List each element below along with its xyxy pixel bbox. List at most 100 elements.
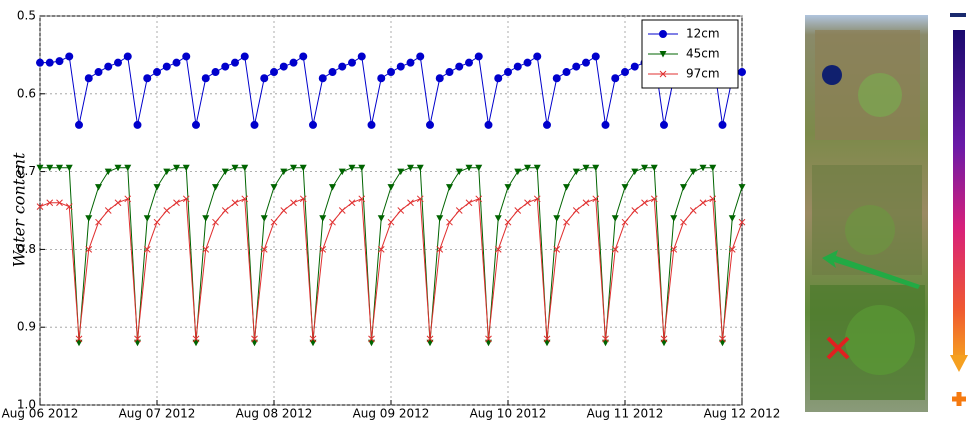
point <box>572 62 581 71</box>
point <box>631 168 639 176</box>
point <box>660 339 668 347</box>
point <box>407 199 414 207</box>
point <box>484 120 493 129</box>
point <box>446 184 453 191</box>
point <box>455 207 463 214</box>
point <box>728 215 736 222</box>
point <box>582 199 590 207</box>
point <box>241 195 249 203</box>
point <box>455 62 464 71</box>
point <box>621 68 629 77</box>
point <box>368 335 375 343</box>
point <box>738 218 746 226</box>
point <box>65 164 73 172</box>
point <box>221 207 229 214</box>
point <box>719 335 726 343</box>
point <box>182 52 191 61</box>
point <box>231 199 239 207</box>
point <box>407 164 414 172</box>
point <box>153 68 161 77</box>
point <box>533 52 542 61</box>
y-tick-label: 0.9 <box>17 320 36 334</box>
point <box>416 195 424 203</box>
point <box>279 62 288 71</box>
point <box>290 164 297 172</box>
point <box>474 52 483 61</box>
point <box>123 52 132 61</box>
y-tick-label: 0.5 <box>17 9 36 23</box>
point <box>582 58 590 67</box>
point <box>55 57 64 66</box>
point <box>56 199 63 207</box>
point <box>524 199 531 207</box>
point <box>436 215 444 222</box>
point <box>143 74 152 83</box>
point <box>485 335 492 343</box>
point <box>552 74 561 83</box>
y-tick-label: 0.7 <box>17 164 36 178</box>
point <box>397 168 405 176</box>
point <box>377 215 385 222</box>
point <box>163 168 171 176</box>
point <box>75 120 83 129</box>
legend-marker <box>659 70 667 78</box>
point <box>397 207 405 214</box>
point <box>338 62 347 71</box>
point <box>611 246 619 253</box>
point <box>153 218 161 226</box>
point <box>173 199 180 207</box>
point <box>514 207 522 214</box>
point <box>641 199 648 207</box>
point <box>485 339 492 347</box>
point <box>46 199 54 207</box>
point <box>124 195 132 203</box>
point <box>114 58 122 67</box>
point <box>133 120 142 129</box>
point <box>426 339 434 347</box>
point <box>563 184 570 191</box>
point <box>601 120 610 129</box>
y-tick-label: 0.8 <box>17 242 36 256</box>
point <box>445 68 454 77</box>
point <box>533 195 541 203</box>
point <box>455 168 463 176</box>
point <box>611 215 619 222</box>
point <box>504 218 512 226</box>
point <box>446 218 453 226</box>
point <box>173 164 180 172</box>
point <box>699 164 707 172</box>
point <box>368 339 375 347</box>
point <box>494 246 502 253</box>
point <box>709 195 717 203</box>
point <box>251 335 258 343</box>
point <box>630 62 639 71</box>
point <box>309 335 317 343</box>
point <box>329 218 336 226</box>
point <box>251 339 258 347</box>
legend-label: 12cm <box>686 27 720 41</box>
point <box>602 339 609 347</box>
point <box>699 199 707 207</box>
point <box>718 120 727 129</box>
legend-label: 45cm <box>686 47 720 61</box>
y-axis-label: Water content <box>10 152 29 267</box>
point <box>513 62 522 71</box>
point <box>318 74 327 83</box>
point <box>95 218 102 226</box>
point <box>650 164 658 172</box>
point <box>406 58 415 67</box>
point <box>299 164 307 172</box>
point <box>270 68 278 77</box>
point <box>426 335 434 343</box>
point <box>709 164 717 172</box>
point <box>192 120 200 129</box>
point <box>212 218 219 226</box>
point <box>231 164 239 172</box>
series <box>36 164 746 347</box>
point <box>377 246 385 253</box>
point <box>680 184 687 191</box>
point <box>114 199 122 207</box>
point <box>523 58 532 67</box>
point <box>592 164 600 172</box>
